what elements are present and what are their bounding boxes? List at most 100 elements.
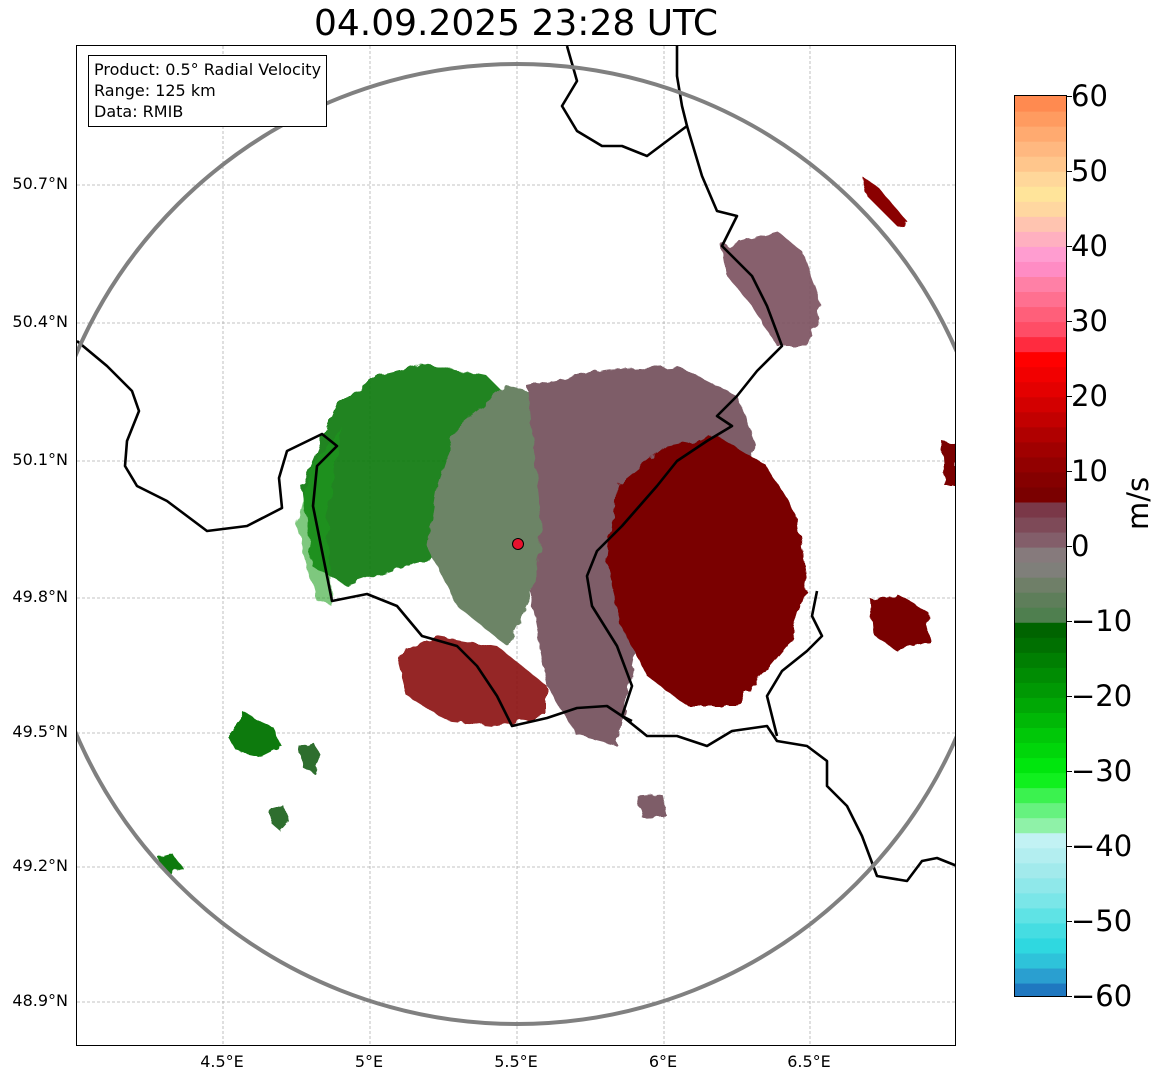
colorbar-band [1015, 231, 1066, 247]
colorbar-band [1015, 667, 1066, 683]
colorbar-band [1015, 607, 1066, 623]
border-west [77, 340, 633, 728]
border-east [560, 46, 689, 158]
border-saar [765, 590, 824, 737]
colorbar-band [1015, 592, 1066, 608]
border-southeast [621, 714, 955, 883]
colorbar-tick [1067, 396, 1072, 397]
echo-outbound-south [397, 636, 547, 726]
colorbar-band [1015, 96, 1066, 112]
lat-tick-label: 50.4°N [12, 312, 68, 331]
colorbar-band [1015, 877, 1066, 894]
colorbar-band [1015, 306, 1066, 323]
echo-sw-cell-1 [227, 714, 282, 756]
colorbar-tick-label: −50 [1071, 904, 1133, 938]
colorbar-tick-label: 0 [1071, 529, 1090, 563]
colorbar-tick [1067, 621, 1072, 622]
colorbar-band [1015, 396, 1066, 413]
colorbar-tick-label: −10 [1071, 604, 1133, 638]
colorbar-band [1015, 516, 1066, 533]
colorbar-band [1015, 982, 1066, 996]
colorbar-tick-label: 40 [1071, 229, 1108, 263]
colorbar-band [1015, 862, 1066, 879]
colorbar-band [1015, 336, 1066, 353]
colorbar-tick-label: 20 [1071, 379, 1108, 413]
echo-northeast-strong [862, 176, 907, 226]
colorbar-gradient [1015, 96, 1066, 996]
echo-sw-cell-2 [299, 741, 322, 774]
colorbar-tick-label: −30 [1071, 754, 1133, 788]
colorbar-tick-label: −40 [1071, 829, 1133, 863]
chart-title: 04.09.2025 23:28 UTC [313, 3, 719, 44]
lat-tick-label: 50.7°N [12, 174, 68, 193]
colorbar-band [1015, 216, 1066, 232]
product-label: Product: 0.5° Radial Velocity [94, 60, 322, 79]
colorbar-band [1015, 787, 1066, 804]
colorbar-band [1015, 411, 1066, 428]
colorbar-band [1015, 922, 1066, 939]
colorbar-band [1015, 471, 1066, 488]
radar-echoes [159, 176, 955, 876]
colorbar-band [1015, 697, 1066, 713]
colorbar-band [1015, 562, 1066, 578]
echo-northeast [722, 231, 822, 346]
colorbar-band [1015, 682, 1066, 698]
colorbar-band [1015, 727, 1066, 744]
colorbar-tick-label: 10 [1071, 454, 1108, 488]
data-source-label: Data: RMIB [94, 102, 184, 121]
colorbar-tick [1067, 321, 1072, 322]
colorbar-band [1015, 156, 1066, 172]
colorbar-band [1015, 111, 1066, 127]
colorbar-band [1015, 622, 1066, 638]
lon-tick-label: 5.5°E [494, 1052, 538, 1071]
lat-tick-label: 49.5°N [12, 722, 68, 741]
colorbar-band [1015, 892, 1066, 909]
colorbar-band [1015, 456, 1066, 473]
colorbar-band [1015, 186, 1066, 202]
lat-tick-label: 50.1°N [12, 450, 68, 469]
colorbar-tick [1067, 771, 1072, 772]
colorbar-band [1015, 847, 1066, 864]
colorbar-band [1015, 577, 1066, 593]
echo-east-cell [872, 594, 929, 651]
colorbar-band [1015, 531, 1066, 548]
radar-site-marker [512, 538, 524, 550]
colorbar-band [1015, 712, 1066, 728]
country-borders [77, 46, 955, 883]
echo-near-zero [427, 386, 567, 646]
echo-outbound-east [607, 436, 807, 706]
colorbar-band [1015, 742, 1066, 759]
colorbar-band [1015, 426, 1066, 443]
colorbar-band [1015, 772, 1066, 789]
colorbar-band [1015, 291, 1066, 308]
colorbar-band [1015, 907, 1066, 924]
product-info-box: Product: 0.5° Radial Velocity Range: 125… [88, 55, 328, 127]
colorbar-band [1015, 652, 1066, 668]
colorbar-tick-label: 60 [1071, 79, 1108, 113]
colorbar-band [1015, 501, 1066, 518]
colorbar-unit-label: m/s [1121, 476, 1155, 530]
colorbar-band [1015, 832, 1066, 849]
colorbar-tick [1067, 96, 1072, 97]
colorbar-band [1015, 937, 1066, 954]
colorbar-band [1015, 321, 1066, 338]
colorbar-band [1015, 276, 1066, 293]
lon-tick-label: 5°E [354, 1052, 384, 1071]
colorbar-tick [1067, 696, 1072, 697]
colorbar-band [1015, 817, 1066, 834]
border-lux [585, 125, 784, 717]
colorbar-band [1015, 141, 1066, 157]
colorbar-band [1015, 261, 1066, 277]
lon-tick-label: 4.5°E [200, 1052, 244, 1071]
radar-map [76, 45, 956, 1046]
colorbar-band [1015, 967, 1066, 984]
colorbar-band [1015, 441, 1066, 458]
colorbar-tick [1067, 846, 1072, 847]
colorbar-band [1015, 126, 1066, 142]
colorbar-band [1015, 952, 1066, 969]
lon-tick-label: 6°E [648, 1052, 678, 1071]
colorbar-band [1015, 802, 1066, 819]
lat-tick-label: 49.8°N [12, 587, 68, 606]
colorbar-band [1015, 486, 1066, 503]
colorbar-tick-label: −20 [1071, 679, 1133, 713]
